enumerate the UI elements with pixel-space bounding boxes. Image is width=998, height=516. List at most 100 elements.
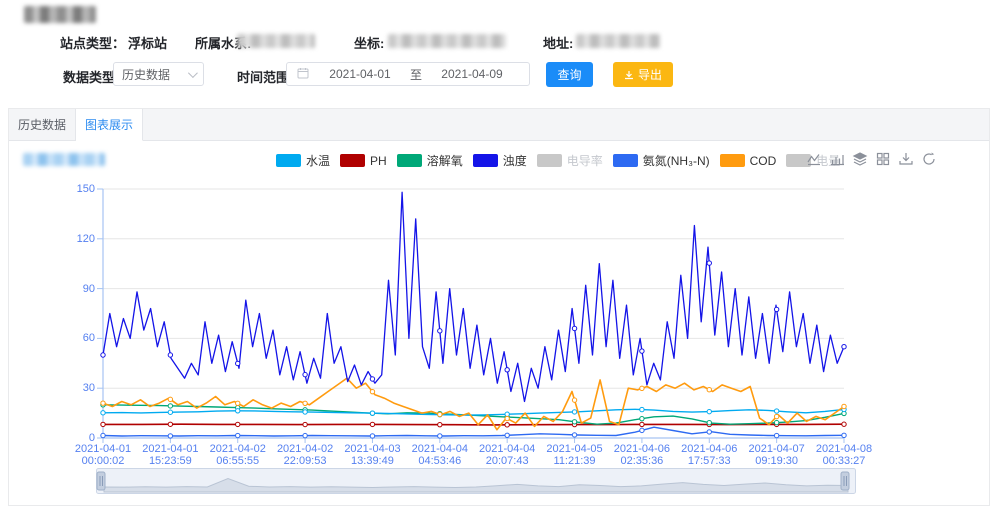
series-marker	[571, 325, 578, 332]
legend-label: 溶解氧	[426, 154, 463, 168]
series-line	[103, 423, 845, 426]
series-marker	[841, 344, 847, 350]
series-marker	[639, 415, 645, 422]
series-marker	[369, 388, 376, 395]
x-tick-label: 2021-04-08 00:33:27	[815, 443, 873, 467]
station-type-label: 站点类型：	[60, 36, 126, 51]
redacted-coordinate-value	[388, 34, 506, 48]
tile-icon[interactable]	[875, 151, 891, 167]
legend-label: 氨氮(NH₃-N)	[642, 154, 710, 168]
x-tick-label: 2021-04-07 09:19:30	[748, 443, 805, 467]
restore-icon[interactable]	[921, 151, 937, 167]
legend-item[interactable]: 溶解氧	[396, 152, 463, 169]
series-marker	[841, 403, 847, 410]
redacted-page-title	[24, 6, 96, 23]
series-marker	[369, 376, 376, 382]
x-tick-label: 2021-04-02 22:09:53	[276, 443, 334, 467]
x-tick-label: 2021-04-06 02:35:36	[613, 443, 671, 467]
series-marker	[302, 371, 308, 378]
x-tick-label: 2021-04-04 20:07:43	[479, 443, 536, 467]
chart-plot	[97, 188, 847, 443]
series-marker	[167, 409, 174, 415]
chart-toolbox	[806, 151, 937, 167]
tab-chart-display[interactable]: 图表展示	[76, 109, 143, 141]
legend-item[interactable]: 水温	[276, 152, 330, 169]
series-marker	[504, 432, 510, 438]
legend-item[interactable]: COD	[719, 153, 777, 168]
stack-icon[interactable]	[852, 151, 868, 167]
legend-label: COD	[749, 153, 777, 168]
series-marker	[773, 432, 780, 439]
calendar-icon	[297, 67, 309, 82]
content-panel: 历史数据 图表展示 水温 PH 溶解氧 浊度 电导率 氨氮(NH₃-N) COD 电量	[8, 108, 990, 506]
series-marker	[437, 328, 443, 334]
legend-item[interactable]: 电导率	[536, 152, 603, 169]
legend-swatch	[276, 154, 301, 167]
data-type-select[interactable]: 历史数据	[113, 62, 204, 86]
datazoom-handle-left[interactable]	[96, 471, 106, 491]
tab-history-data[interactable]: 历史数据	[9, 109, 76, 141]
x-tick-label: 2021-04-04 04:53:46	[411, 443, 468, 467]
time-range-label: 时间范围	[237, 70, 290, 85]
line-chart-icon[interactable]	[806, 151, 822, 167]
redacted-address-value	[576, 34, 660, 48]
query-button[interactable]: 查询	[546, 62, 593, 87]
legend-item[interactable]: 氨氮(NH₃-N)	[612, 152, 710, 169]
datazoom-slider[interactable]	[96, 468, 856, 494]
series-marker	[235, 408, 241, 414]
series-marker	[235, 421, 241, 428]
series-marker	[302, 432, 308, 439]
legend-label: 水温	[306, 154, 331, 168]
series-marker	[235, 400, 241, 406]
series-marker	[639, 348, 645, 354]
legend-item[interactable]: 浊度	[472, 152, 527, 169]
chart-legend: 水温 PH 溶解氧 浊度 电导率 氨氮(NH₃-N) COD 电量	[276, 152, 840, 169]
y-tick-label: 60	[82, 332, 95, 345]
date-range-picker[interactable]: 2021-04-01 至 2021-04-09	[286, 62, 530, 86]
bar-chart-icon[interactable]	[829, 151, 845, 167]
data-type-label: 数据类型	[63, 70, 116, 85]
series-marker	[100, 410, 106, 416]
series-marker	[302, 409, 308, 415]
series-marker	[706, 387, 712, 393]
tab-bar: 历史数据 图表展示	[9, 109, 989, 141]
series-marker	[571, 397, 578, 403]
series-marker	[100, 421, 106, 428]
download-icon	[624, 70, 634, 80]
legend-swatch	[340, 154, 366, 167]
series-marker	[639, 406, 645, 413]
datazoom-overview	[103, 477, 849, 493]
query-button-label: 查询	[557, 68, 582, 82]
export-button-label: 导出	[637, 68, 662, 82]
legend-swatch	[719, 154, 745, 167]
x-tick-label: 2021-04-01 00:00:02	[74, 443, 132, 467]
series-marker	[504, 367, 510, 373]
series-marker	[773, 413, 780, 420]
address-label: 地址:	[543, 36, 574, 51]
series-marker	[639, 427, 645, 434]
y-tick-label: 0	[88, 432, 95, 444]
legend-label: 电导率	[566, 154, 603, 168]
legend-swatch	[472, 154, 498, 167]
series-marker	[706, 429, 712, 435]
series-marker	[773, 306, 780, 313]
export-button[interactable]: 导出	[613, 62, 673, 87]
legend-item[interactable]: PH	[340, 154, 387, 168]
save-image-icon[interactable]	[898, 151, 914, 167]
redacted-water-system-value	[237, 34, 315, 48]
series-marker	[706, 419, 712, 426]
datazoom-handle-right[interactable]	[840, 471, 850, 491]
x-tick-label: 2021-04-01 15:23:59	[142, 443, 199, 467]
series-marker	[571, 432, 578, 438]
series-marker	[504, 422, 510, 428]
series-marker	[369, 421, 376, 428]
series-marker	[706, 408, 712, 415]
date-start-input[interactable]: 2021-04-01	[329, 67, 391, 81]
series-line	[102, 377, 845, 431]
series-marker	[167, 396, 174, 403]
series-marker	[167, 352, 174, 358]
coordinate-label: 坐标:	[354, 36, 385, 51]
date-end-input[interactable]: 2021-04-09	[441, 67, 503, 81]
series-marker	[235, 360, 241, 367]
